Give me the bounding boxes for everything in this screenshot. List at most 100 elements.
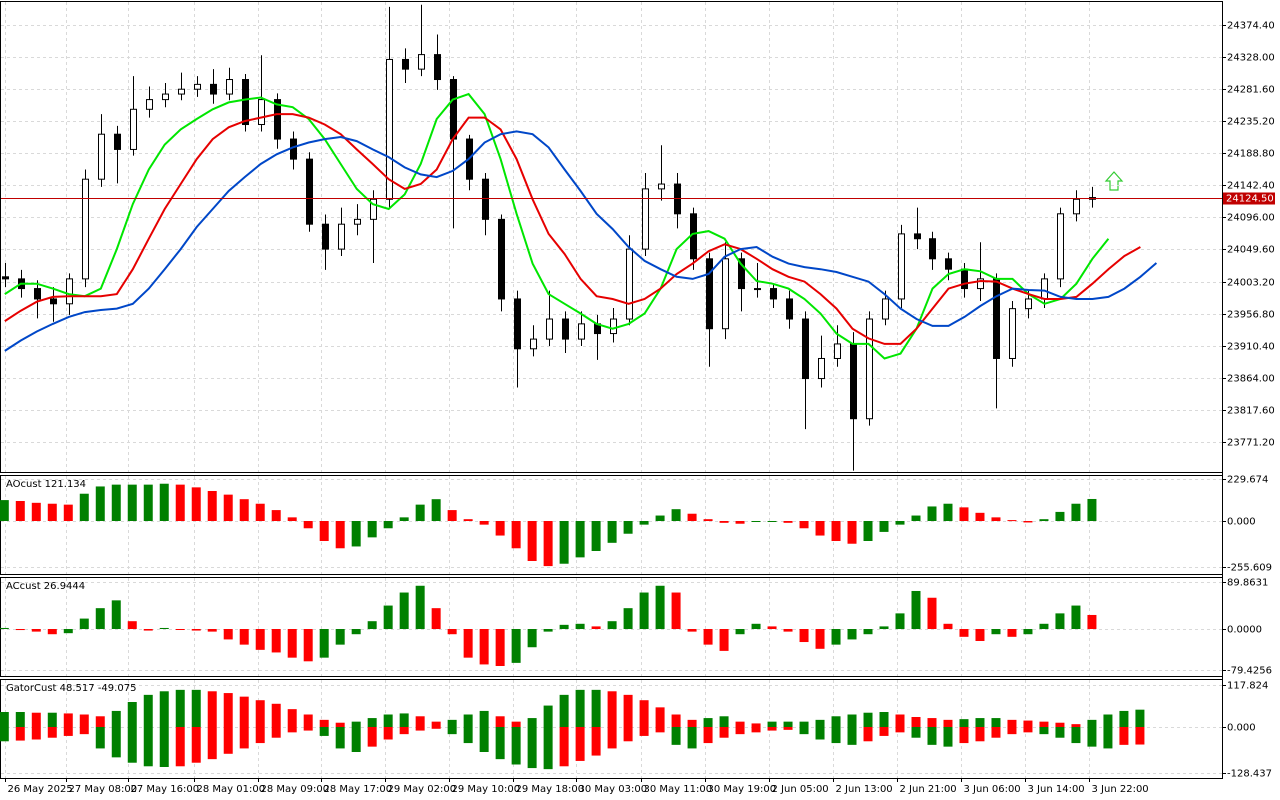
candle-body xyxy=(786,298,793,320)
gator-bar xyxy=(623,727,633,742)
histogram-bar xyxy=(783,629,793,632)
histogram-bar xyxy=(863,629,873,635)
histogram-bar xyxy=(351,629,361,635)
gator-bar xyxy=(767,721,777,727)
histogram-bar xyxy=(927,597,937,630)
gator-bar xyxy=(511,721,521,727)
candle-body xyxy=(1057,213,1064,280)
x-tick-label: 28 May 01:00 xyxy=(197,784,266,795)
histogram-bar xyxy=(1039,519,1049,521)
candle-body xyxy=(898,233,905,300)
gator-bar xyxy=(671,727,681,745)
gator-bar xyxy=(0,712,9,727)
gator-bar xyxy=(1103,714,1113,727)
x-tick-label: 28 May 09:00 xyxy=(261,784,330,795)
histogram-bar xyxy=(79,618,89,630)
histogram-bar xyxy=(63,629,73,634)
y-tick-label: 24328.00 xyxy=(1227,53,1275,64)
indicator-line xyxy=(4,130,1158,352)
x-tick-label: 30 May 11:00 xyxy=(644,784,713,795)
histogram-bar xyxy=(1007,629,1017,637)
gator-bar xyxy=(991,727,1001,738)
gator-bar xyxy=(239,727,249,749)
gator-bar xyxy=(1135,709,1145,727)
candle-body xyxy=(706,258,713,330)
y-tick-label: 0.000 xyxy=(1227,723,1256,734)
histogram-bar xyxy=(655,515,665,521)
gator-bar xyxy=(607,691,617,727)
gator-bar xyxy=(767,727,777,731)
gator-bar xyxy=(719,727,729,738)
gator-bar xyxy=(175,727,185,767)
gator-bar xyxy=(751,723,761,727)
gator-bar xyxy=(31,712,41,727)
gator-bar xyxy=(239,696,249,727)
histogram-bar xyxy=(703,519,713,521)
gator-bar xyxy=(143,727,153,767)
gator-bar xyxy=(303,714,313,727)
histogram-bar xyxy=(399,592,409,630)
candle-body xyxy=(722,258,729,330)
histogram-bar xyxy=(479,521,489,525)
gator-bar xyxy=(255,727,265,744)
candle-body xyxy=(961,268,968,290)
candle-body xyxy=(658,183,665,190)
histogram-bar xyxy=(15,501,25,521)
candle-body xyxy=(98,133,105,180)
x-tick-label: 30 May 03:00 xyxy=(579,784,648,795)
candle-body xyxy=(418,54,425,70)
histogram-bar xyxy=(0,500,9,521)
histogram-bar xyxy=(383,605,393,630)
histogram-bar xyxy=(751,623,761,630)
histogram-bar xyxy=(543,629,553,632)
candle-body xyxy=(738,258,745,290)
y-tick-label: -79.4256 xyxy=(1227,666,1272,677)
candle-body xyxy=(834,343,841,359)
x-tick-label: 26 May 2025 xyxy=(8,784,73,795)
gator-bar xyxy=(463,714,473,727)
gator-bar xyxy=(863,727,873,742)
candle-body xyxy=(386,58,393,200)
histogram-bar xyxy=(799,629,809,643)
gator-bar xyxy=(191,727,201,763)
histogram-bar xyxy=(207,491,217,521)
candle-body xyxy=(354,218,361,225)
histogram-bar xyxy=(879,521,889,532)
candle-body xyxy=(530,338,537,350)
gator-bar xyxy=(543,705,553,727)
histogram-bar xyxy=(895,613,905,630)
gator-bar xyxy=(127,727,137,763)
candle-body xyxy=(2,276,9,280)
gator-bar xyxy=(639,700,649,727)
gator-bar xyxy=(143,694,153,727)
gator-bar xyxy=(639,727,649,736)
candle-body xyxy=(258,99,265,126)
histogram-bar xyxy=(623,521,633,534)
candle-body xyxy=(82,178,89,280)
histogram-bar xyxy=(463,629,473,658)
histogram-bar xyxy=(847,629,857,640)
gator-bar xyxy=(1023,720,1033,727)
histogram-bar xyxy=(687,629,697,632)
histogram-bar xyxy=(1023,521,1033,523)
histogram-bar xyxy=(863,521,873,541)
histogram-bar xyxy=(191,487,201,521)
gator-bar xyxy=(623,694,633,727)
histogram-bar xyxy=(511,629,521,663)
y-tick-label: 23910.40 xyxy=(1227,342,1275,353)
histogram-bar xyxy=(943,503,953,521)
gator-bar xyxy=(879,727,889,736)
price-label: 24124.50 xyxy=(1226,194,1274,205)
histogram-bar xyxy=(959,629,969,637)
gator-bar xyxy=(463,727,473,744)
y-tick-label: 24049.60 xyxy=(1227,245,1275,256)
histogram-bar xyxy=(143,629,153,631)
histogram-bar xyxy=(639,521,649,525)
candle-body xyxy=(945,258,952,270)
histogram-bar xyxy=(175,484,185,521)
gator-bar xyxy=(47,712,57,727)
candle-body xyxy=(162,93,169,101)
candle-body xyxy=(754,288,761,291)
gator-bar xyxy=(159,727,169,767)
histogram-bar xyxy=(975,629,985,641)
